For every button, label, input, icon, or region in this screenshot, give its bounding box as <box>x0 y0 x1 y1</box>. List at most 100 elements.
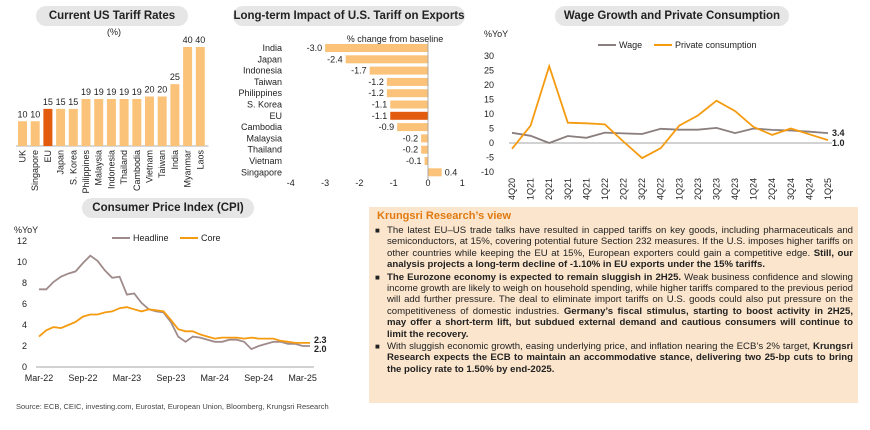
impact-bar-skorea <box>390 100 428 109</box>
view-bullet-2-bold-1: The Eurozone economy is expected to rema… <box>387 271 682 283</box>
y-tick-label: 2 <box>22 341 27 351</box>
impact-category-label: Indonesia <box>243 66 282 76</box>
tariff-category-label: UK <box>18 150 28 163</box>
tariff-bar-myanmar <box>183 47 193 146</box>
y-tick-label: 25 <box>484 66 494 76</box>
y-tick-label: 6 <box>22 299 27 309</box>
series-line-headline <box>39 254 310 351</box>
series-line-core <box>38 306 310 344</box>
tariff-category-label: Indonesia <box>106 150 116 189</box>
tariff-category-label: EU <box>43 150 53 163</box>
legend-label: Core <box>201 233 221 243</box>
impact-value-label: -1.2 <box>368 88 384 98</box>
impact-category-label: EU <box>269 111 282 121</box>
view-bullet-2: The Eurozone economy is expected to rema… <box>375 272 853 340</box>
tariff-value-label: 10 <box>30 109 40 119</box>
impact-value-label: -1.7 <box>351 66 367 76</box>
y-tick-label: 15 <box>484 95 494 105</box>
y-tick-label: 10 <box>484 109 494 119</box>
view-bullet-3-bold: Krungsri Research expects the ECB to mai… <box>387 341 853 375</box>
legend-label: Headline <box>133 233 169 243</box>
wage-yunit-label: %YoY <box>484 29 508 39</box>
tariff-category-label: Taiwan <box>157 150 167 178</box>
tariff-category-label: Thailand <box>119 150 129 185</box>
research-view-bullets: The latest EU–US trade talks have result… <box>375 225 853 376</box>
tariff-value-label: 20 <box>144 85 154 95</box>
tariff-bar-laos <box>195 47 205 146</box>
impact-x-tick: -1 <box>390 178 398 188</box>
impact-x-tick: -3 <box>321 178 329 188</box>
series-line-wage <box>511 126 829 144</box>
impact-category-label: Thailand <box>247 145 282 155</box>
tariff-chart-title: Current US Tariff Rates <box>36 6 188 26</box>
tariff-bar-malaysia <box>94 98 104 146</box>
impact-bar-eu <box>390 111 428 120</box>
tariff-bar-philippines <box>81 98 91 146</box>
view-bullet-3-text: With sluggish economic growth, easing un… <box>387 341 811 353</box>
wage-x-tick: 2Q21 <box>544 178 554 200</box>
tariff-category-label: Myanmar <box>183 150 193 188</box>
impact-category-label: S. Korea <box>247 100 282 110</box>
series-end-label: 2.3 <box>314 335 327 345</box>
tariff-value-label: 19 <box>132 87 142 97</box>
impact-x-tick: 1 <box>460 178 465 188</box>
wage-x-tick: 4Q22 <box>656 178 666 200</box>
tariff-bar-chart: 10 UK 10 Singapore 15 EU 15 Japan 15 S. Korea 19 Ph… <box>16 35 209 194</box>
cpi-x-tick: Mar-25 <box>288 373 317 383</box>
impact-bar-india <box>325 44 428 52</box>
tariff-category-label: India <box>170 150 180 170</box>
impact-category-label: Cambodia <box>241 122 282 132</box>
wage-x-tick: 1Q22 <box>600 178 610 200</box>
wage-x-tick: 1Q23 <box>674 178 684 200</box>
tariff-category-label: Laos <box>195 150 205 170</box>
tariff-value-label: 40 <box>195 35 205 45</box>
y-tick-label: 0 <box>22 362 27 372</box>
tariff-bar-india <box>170 84 180 146</box>
wage-line-chart: -10 -5 0 5 10 15 20 25 30 3.4 Wage 1.0 Private consu… <box>481 40 845 200</box>
impact-category-label: Philippines <box>238 88 282 98</box>
tariff-value-label: 15 <box>68 97 78 107</box>
tariff-unit-label: (%) <box>107 27 121 37</box>
y-tick-label: 30 <box>484 51 494 61</box>
series-end-label: 3.4 <box>832 128 845 138</box>
wage-x-tick: 1Q21 <box>526 178 536 200</box>
impact-category-label: Malaysia <box>246 133 282 143</box>
cpi-x-tick: Sep-24 <box>244 373 273 383</box>
cpi-yunit-label: %YoY <box>14 225 38 235</box>
cpi-line-chart: 0 2 4 6 8 10 12 2.0 Headline 2.3 Core Mar-22 Sep-22 M… <box>17 233 327 383</box>
impact-chart-title: Long-term Impact of U.S. Tariff on Expor… <box>233 6 465 26</box>
cpi-chart-title: Consumer Price Index (CPI) <box>82 198 254 218</box>
tariff-bar-thailand <box>119 98 129 146</box>
impact-bar-japan <box>345 55 428 64</box>
wage-x-tick: 3Q24 <box>786 178 796 200</box>
impact-bar-vietnam <box>424 157 428 165</box>
impact-x-tick: 0 <box>425 178 430 188</box>
series-end-label: 1.0 <box>832 138 845 148</box>
y-tick-label: -10 <box>481 167 494 177</box>
tariff-category-label: Malaysia <box>94 150 104 186</box>
tariff-category-label: S. Korea <box>68 150 78 185</box>
view-bullet-1-bold: Still, our analysis projects a long-term… <box>387 247 854 271</box>
series-line-private-consumption <box>511 63 829 160</box>
view-bullet-3: With sluggish economic growth, easing un… <box>375 341 853 375</box>
source-note: Source: ECB, CEIC, investing.com, Eurost… <box>16 402 329 411</box>
tariff-value-label: 19 <box>94 87 104 97</box>
wage-x-tick: 3Q23 <box>711 178 721 200</box>
wage-x-tick: 2Q22 <box>619 178 629 200</box>
tariff-value-label: 15 <box>43 97 53 107</box>
impact-value-label: -0.2 <box>403 133 419 143</box>
impact-value-label: -1.1 <box>372 100 388 110</box>
tariff-value-label: 10 <box>17 109 27 119</box>
research-view-title: Krungsri Research’s view <box>377 210 512 222</box>
impact-bar-philippines <box>386 89 428 98</box>
y-tick-label: 8 <box>22 278 27 288</box>
wage-x-tick: 4Q24 <box>804 178 814 200</box>
impact-x-tick: -2 <box>355 178 363 188</box>
y-tick-label: 4 <box>22 320 27 330</box>
view-bullet-2-bold-2: Germany’s fiscal stimulus, starting to b… <box>387 305 854 340</box>
tariff-value-label: 19 <box>81 87 91 97</box>
wage-x-tick: 4Q23 <box>730 178 740 200</box>
y-tick-label: 12 <box>17 236 27 246</box>
wage-chart-title: Wage Growth and Private Consumption <box>555 6 789 26</box>
